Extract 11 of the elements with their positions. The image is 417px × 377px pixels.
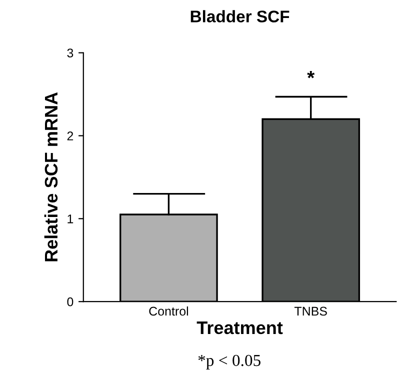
x-tick-label: TNBS [294, 306, 327, 316]
y-tick-label: 1 [68, 214, 74, 224]
x-tick-label: Control [149, 306, 188, 316]
y-axis-title: Relative SCF mRNA [44, 92, 58, 262]
annotation: * [307, 70, 315, 78]
y-tick-label: 0 [67, 297, 74, 306]
chart-title: Bladder SCF [190, 10, 290, 22]
y-tick-label: 2 [67, 132, 74, 140]
x-axis-title: Treatment [196, 322, 283, 334]
y-tick-label: 3 [67, 48, 74, 58]
text: *p < 0.05 [198, 354, 260, 370]
